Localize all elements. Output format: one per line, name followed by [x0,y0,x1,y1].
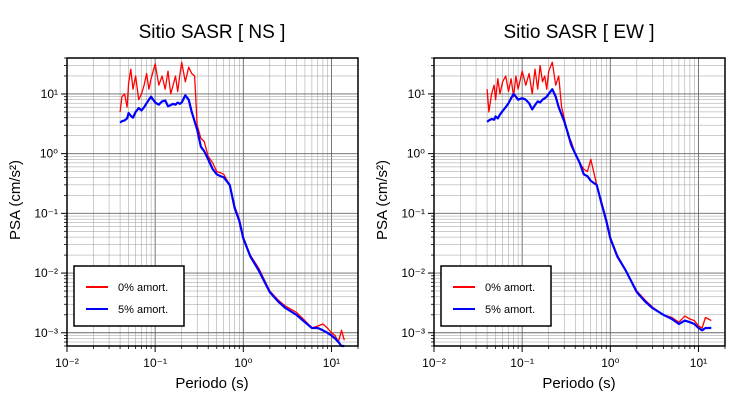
x-axis-label: Periodo (s) [542,375,615,392]
y-tick-label: 10⁻² [34,266,58,280]
legend-label-5pct: 5% amort. [485,304,535,316]
series-line-5pct [119,94,345,348]
x-tick-label: 10⁰ [601,356,619,370]
x-tick-label: 10⁻² [422,356,446,370]
y-axis-label: PSA (cm/s²) [7,160,24,240]
y-tick-label: 10¹ [41,87,58,101]
plot-frame [66,57,359,347]
y-tick-label: 10⁰ [40,147,58,161]
legend-box [440,265,552,327]
x-tick-label: 10¹ [690,356,707,370]
chart-title: Sitio SASR [ NS ] [139,22,286,43]
legend: 0% amort. 5% amort. [73,265,185,327]
legend: 0% amort. 5% amort. [440,265,552,327]
legend-box [73,265,185,327]
y-axis-label: PSA (cm/s²) [374,160,391,240]
plot-frame [433,57,726,347]
x-tick-label: 10¹ [323,356,340,370]
y-tick-label: 10⁰ [407,147,425,161]
y-tick-label: 10⁻¹ [34,206,58,220]
legend-label-0pct: 0% amort. [118,282,168,294]
chart-panel-ns: Sitio SASR [ NS ] 10⁻² 10⁻¹ 10⁰ 10¹ 10⁻³ 10⁻²… [7,22,359,392]
y-tick-label: 10⁻³ [34,326,58,340]
legend-label-0pct: 0% amort. [485,282,535,294]
y-tick-label: 10⁻¹ [401,206,425,220]
x-axis-label: Periodo (s) [175,375,248,392]
x-tick-label: 10⁻¹ [510,356,534,370]
x-tick-label: 10⁻¹ [143,356,167,370]
x-tick-label: 10⁰ [234,356,252,370]
series-line-5pct [486,88,712,332]
chart-title: Sitio SASR [ EW ] [504,22,655,43]
y-tick-label: 10⁻² [401,266,425,280]
x-tick-label: 10⁻² [55,356,79,370]
chart-panel-ew: Sitio SASR [ EW ] 10⁻² 10⁻¹ 10⁰ 10¹ 10⁻³ 10⁻²… [374,22,726,392]
series-line-0pct [119,61,345,343]
legend-label-5pct: 5% amort. [118,304,168,316]
y-tick-label: 10⁻³ [401,326,425,340]
y-tick-label: 10¹ [408,87,425,101]
